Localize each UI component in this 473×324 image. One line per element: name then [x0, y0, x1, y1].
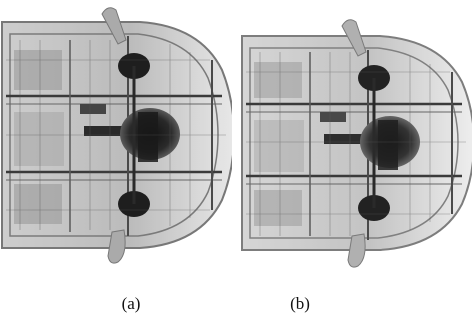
xray-car-illustration-a	[1, 7, 232, 264]
xray-image-b	[240, 0, 472, 270]
caption-b: (b)	[290, 294, 310, 313]
xray-car-illustration-b	[241, 19, 472, 268]
caption-a: (a)	[121, 294, 141, 313]
xray-image-a	[0, 0, 232, 270]
